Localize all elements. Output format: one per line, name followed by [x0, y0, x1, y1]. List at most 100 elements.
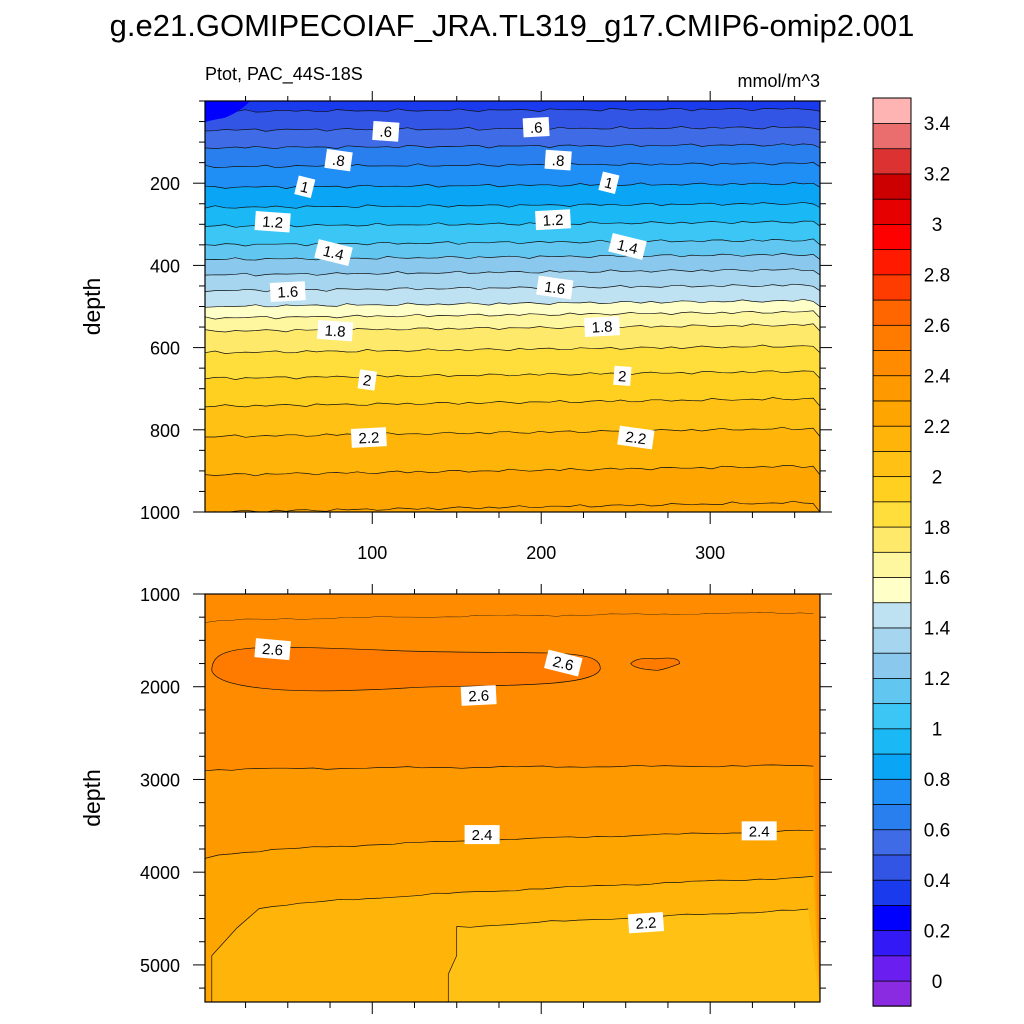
colorbar-swatch — [872, 475, 912, 503]
upper-x-tick-label: 100 — [357, 543, 387, 563]
colorbar-label: 2 — [932, 467, 943, 488]
colorbar-swatch — [872, 652, 912, 679]
colorbar-swatch — [872, 980, 912, 1007]
upper-contour-label-box — [613, 365, 632, 386]
upper-contour-label-group: .6 — [522, 117, 550, 138]
lower-contour-label: 2.4 — [749, 823, 770, 840]
chart-subtitle-left: Ptot, PAC_44S-18S — [205, 64, 363, 85]
upper-contour-label-box — [294, 175, 316, 199]
colorbar-label: 3.2 — [924, 165, 950, 186]
lower-contour-label-box — [627, 911, 665, 934]
upper-contour-label-box — [536, 275, 574, 300]
upper-contour-label-group: 2.2 — [617, 425, 655, 450]
colorbar-label: 2.2 — [924, 417, 950, 438]
colorbar-label: 2.4 — [924, 366, 951, 387]
upper-contour-label-box — [535, 209, 571, 231]
lower-y-tick-label: 3000 — [140, 770, 180, 790]
lower-contour-line — [205, 829, 814, 859]
upper-contour-label-group: 1 — [294, 175, 316, 199]
colorbar-swatch — [872, 349, 912, 377]
colorbar-swatch — [872, 122, 912, 150]
upper-contour-label-box — [598, 171, 620, 194]
upper-contour-label-group: 2 — [357, 369, 378, 391]
upper-contour-label: 1.4 — [321, 243, 345, 265]
lower-y-tick-label: 5000 — [140, 956, 180, 976]
lower-band-fill — [205, 594, 820, 623]
upper-contour-label: .6 — [379, 123, 393, 141]
colorbar-swatch — [872, 97, 912, 124]
colorbar-swatch — [872, 702, 912, 730]
upper-y-tick-label: 400 — [150, 256, 180, 276]
upper-contour-label: .8 — [551, 152, 565, 170]
upper-x-tick-label: 300 — [695, 543, 725, 563]
upper-contour-label-box — [617, 425, 655, 450]
colorbar-swatch — [872, 223, 912, 251]
colorbar-swatch — [872, 274, 912, 301]
upper-contour-line — [205, 238, 820, 247]
colorbar-swatch — [872, 879, 912, 906]
colorbar-swatch — [872, 854, 912, 881]
lower-panel: 2.6 2.6 2.6 2.4 2.4 2.2 1000 2000 3000 4000 5000 de… — [79, 584, 832, 1014]
colorbar-label: 1 — [932, 720, 943, 741]
colorbar-label: 3.4 — [924, 114, 951, 135]
colorbar-swatch — [872, 148, 912, 175]
upper-contour-line — [205, 500, 820, 512]
colorbar-swatch — [872, 324, 912, 351]
colorbar-swatch — [872, 778, 912, 805]
upper-contour-label-box — [584, 316, 620, 337]
upper-contour-label-group: 2.2 — [350, 427, 387, 448]
upper-band-fill — [205, 101, 820, 113]
colorbar-label: 0.6 — [924, 820, 950, 841]
upper-contour-line — [205, 397, 820, 408]
chart-title: g.e21.GOMIPECOIAF_JRA.TL319_g17.CMIP6-om… — [110, 8, 915, 43]
upper-contour-label-group: 1.8 — [584, 316, 620, 337]
lower-contour-label-box — [741, 821, 777, 841]
upper-contour-label: 1 — [298, 179, 310, 198]
lower-y-tick-label: 2000 — [140, 678, 180, 698]
upper-contour-label: 2 — [362, 372, 373, 390]
lower-contour-label: 2.6 — [468, 687, 490, 705]
lower-contour-line — [211, 876, 814, 1002]
lower-max-region — [630, 657, 681, 671]
lower-contour-label-box — [464, 825, 500, 845]
upper-contour-line — [205, 162, 820, 169]
upper-contour-label-group: 1.4 — [608, 232, 647, 260]
colorbar-label: 2.8 — [924, 266, 950, 287]
colorbar-swatch — [872, 450, 912, 478]
upper-contour-label-group: .8 — [324, 148, 353, 172]
colorbar-swatch — [872, 551, 912, 578]
upper-y-tick-label: 800 — [150, 421, 180, 441]
colorbar-label: 3 — [932, 215, 943, 236]
upper-contour-label-group: .6 — [372, 120, 400, 142]
colorbar-swatch — [872, 728, 912, 755]
colorbar-label: 0 — [932, 972, 943, 993]
upper-contour-label-group: 1.8 — [317, 319, 354, 342]
upper-contour-line — [205, 253, 820, 261]
upper-y-axis-label: depth — [79, 278, 105, 336]
colorbar-swatch — [872, 526, 912, 553]
upper-contour-label-box — [544, 149, 572, 171]
lower-contour-label: 2.2 — [635, 914, 657, 932]
colorbar-swatch — [872, 299, 912, 326]
lower-contour-line — [447, 908, 809, 1002]
upper-contour-label: 1.6 — [543, 279, 566, 299]
colorbar-swatch — [872, 501, 912, 528]
upper-contour-label-box — [522, 117, 550, 138]
colorbar-label: 1.4 — [924, 619, 951, 640]
upper-plot-area — [205, 101, 820, 512]
lower-band-fill — [448, 909, 820, 1002]
lower-y-axis-label: depth — [79, 769, 105, 827]
upper-y-tick-label: 600 — [150, 339, 180, 359]
upper-contour-line — [205, 298, 820, 308]
upper-contour-label-group: 1.4 — [314, 239, 353, 267]
upper-contour-line — [205, 201, 820, 209]
upper-contour-label: 1.6 — [277, 284, 299, 302]
lower-contour-label-box — [460, 685, 497, 706]
lower-contour-label: 2.4 — [472, 827, 493, 844]
colorbar-swatch — [872, 425, 912, 452]
colorbar-swatch — [872, 677, 912, 705]
colorbar-label: 1.2 — [924, 669, 950, 690]
upper-contour-line — [205, 426, 820, 438]
upper-frame — [204, 100, 821, 513]
upper-contour-line — [205, 268, 820, 277]
